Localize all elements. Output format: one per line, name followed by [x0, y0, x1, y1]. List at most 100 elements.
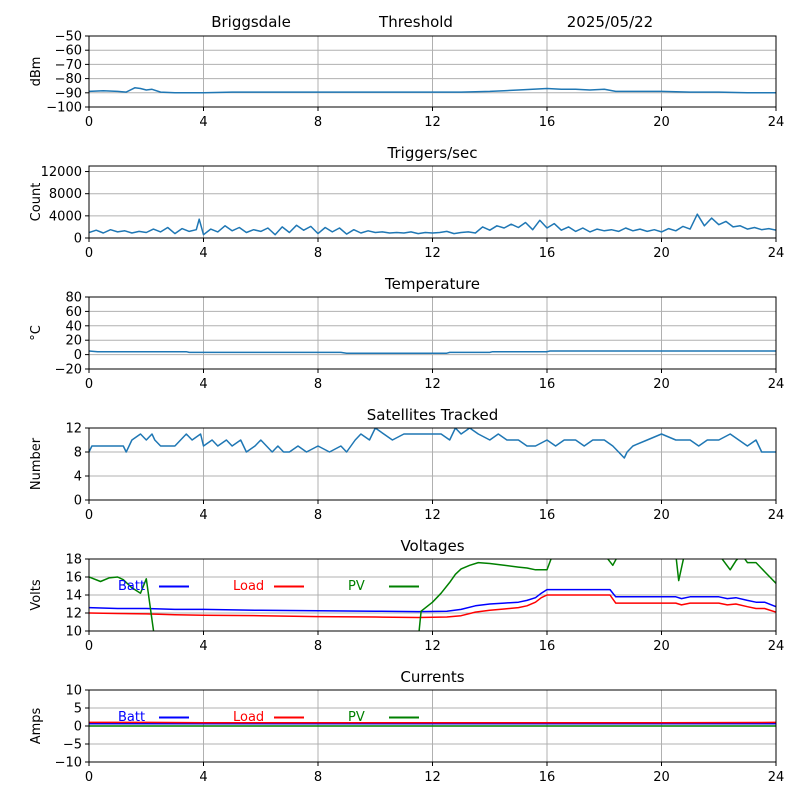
currents-xtick-label: 24 — [768, 770, 785, 785]
temperature-xtick-label: 4 — [199, 377, 207, 392]
noise-xtick-label: 24 — [768, 115, 785, 130]
currents-xtick-label: 4 — [199, 770, 207, 785]
triggers-xtick-label: 4 — [199, 246, 207, 261]
voltages-xtick-label: 16 — [539, 639, 556, 654]
satellites-xtick-label: 20 — [653, 508, 670, 523]
triggers-ylabel: Count — [29, 183, 44, 222]
noise-ytick-label: −60 — [55, 44, 82, 59]
date-label: 2025/05/22 — [567, 13, 653, 31]
noise-ytick-label: −100 — [46, 101, 82, 116]
noise-xtick-label: 12 — [424, 115, 441, 130]
satellites-ylabel: Number — [29, 437, 44, 490]
temperature-xtick-label: 24 — [768, 377, 785, 392]
temperature-ytick-label: 0 — [74, 348, 82, 363]
noise-ytick-label: −80 — [55, 72, 82, 87]
temperature-xtick-label: 0 — [85, 377, 93, 392]
noise-ytick-label: −90 — [55, 86, 82, 101]
noise-ytick-label: −70 — [55, 58, 82, 73]
voltages-title: Voltages — [400, 537, 464, 555]
triggers-ytick-label: 8000 — [49, 187, 82, 202]
currents-title: Currents — [400, 668, 464, 686]
currents-legend-load-label: Load — [233, 710, 264, 725]
temperature-title: Temperature — [384, 275, 480, 293]
noise-ytick-label: −50 — [55, 30, 82, 45]
temperature-xtick-label: 8 — [314, 377, 322, 392]
triggers-panel: 0 4 8 12 16 20 24 0 4000 8000 12000 Triggers/sec Cou… — [29, 144, 784, 261]
satellites-title: Satellites Tracked — [367, 406, 498, 424]
triggers-ytick-label: 12000 — [41, 165, 82, 180]
currents-ytick-label: 10 — [65, 684, 82, 699]
voltages-ytick-label: 16 — [65, 571, 82, 586]
noise-xtick-label: 8 — [314, 115, 322, 130]
figure-header: Briggsdale Threshold 2025/05/22 — [211, 13, 653, 31]
currents-ytick-label: 0 — [74, 720, 82, 735]
voltages-xtick-label: 12 — [424, 639, 441, 654]
temperature-xtick-label: 12 — [424, 377, 441, 392]
noise-xtick-label: 20 — [653, 115, 670, 130]
triggers-xtick-label: 20 — [653, 246, 670, 261]
noise-xtick-label: 4 — [199, 115, 207, 130]
currents-xtick-label: 16 — [539, 770, 556, 785]
satellites-panel: 0 4 8 12 16 20 24 0 4 8 12 Satellites Tracked Number — [29, 406, 784, 523]
satellites-xtick-label: 0 — [85, 508, 93, 523]
triggers-series-0-line — [89, 213, 776, 236]
temperature-xtick-label: 16 — [539, 377, 556, 392]
satellites-ytick-label: 0 — [74, 494, 82, 509]
currents-ytick-label: −10 — [55, 756, 82, 771]
voltages-xtick-label: 0 — [85, 639, 93, 654]
noise-series-0-line — [89, 87, 776, 94]
satellites-xtick-label: 8 — [314, 508, 322, 523]
temperature-ytick-label: 40 — [65, 319, 82, 334]
voltages-ytick-label: 14 — [65, 589, 82, 604]
voltages-ytick-label: 18 — [65, 553, 82, 568]
triggers-xtick-label: 0 — [85, 246, 93, 261]
voltages-xtick-label: 8 — [314, 639, 322, 654]
temperature-ytick-label: 20 — [65, 334, 82, 349]
voltages-ytick-label: 12 — [65, 607, 82, 622]
noise-xtick-label: 16 — [539, 115, 556, 130]
currents-ylabel: Amps — [29, 707, 44, 744]
noise-panel: 0 4 8 12 16 20 24 −100−90−80−70−60−50 dBm — [29, 30, 784, 131]
triggers-ytick-label: 4000 — [49, 209, 82, 224]
mode-label: Threshold — [378, 13, 453, 31]
temperature-series-0-line — [89, 350, 776, 354]
voltages-legend-load-label: Load — [233, 579, 264, 594]
satellites-ytick-label: 12 — [65, 422, 82, 437]
temperature-ytick-label: −20 — [55, 363, 82, 378]
voltages-ytick-label: 10 — [65, 625, 82, 640]
noise-ylabel: dBm — [29, 57, 44, 87]
satellites-xtick-label: 12 — [424, 508, 441, 523]
satellites-series-0-line — [89, 428, 776, 459]
voltages-xtick-label: 4 — [199, 639, 207, 654]
currents-panel: 0 4 8 12 16 20 24 −10 −5 0 5 10 Currents Amps Batt Load… — [29, 668, 784, 785]
voltages-legend-batt-label: Batt — [118, 579, 145, 594]
currents-ytick-label: 5 — [74, 702, 82, 717]
triggers-xtick-label: 8 — [314, 246, 322, 261]
triggers-xtick-label: 12 — [424, 246, 441, 261]
temperature-xtick-label: 20 — [653, 377, 670, 392]
satellites-ytick-label: 8 — [74, 446, 82, 461]
currents-xtick-label: 8 — [314, 770, 322, 785]
satellites-ytick-label: 4 — [74, 470, 82, 485]
station-name: Briggsdale — [211, 13, 291, 31]
currents-legend-pv-label: PV — [348, 710, 365, 725]
currents-xtick-label: 12 — [424, 770, 441, 785]
temperature-ytick-label: 80 — [65, 291, 82, 306]
voltages-xtick-label: 20 — [653, 639, 670, 654]
satellites-xtick-label: 24 — [768, 508, 785, 523]
satellites-xtick-label: 16 — [539, 508, 556, 523]
triggers-xtick-label: 16 — [539, 246, 556, 261]
triggers-xtick-label: 24 — [768, 246, 785, 261]
voltages-series-pv-line — [89, 559, 776, 631]
satellites-xtick-label: 4 — [199, 508, 207, 523]
triggers-ytick-label: 0 — [74, 232, 82, 247]
voltages-xtick-label: 24 — [768, 639, 785, 654]
currents-xtick-label: 20 — [653, 770, 670, 785]
currents-ytick-label: −5 — [63, 738, 82, 753]
voltages-series-load-line — [89, 594, 776, 619]
voltages-panel: 0 4 8 12 16 20 24 10 12 14 16 18 Voltages Volts Batt Lo… — [29, 537, 784, 654]
